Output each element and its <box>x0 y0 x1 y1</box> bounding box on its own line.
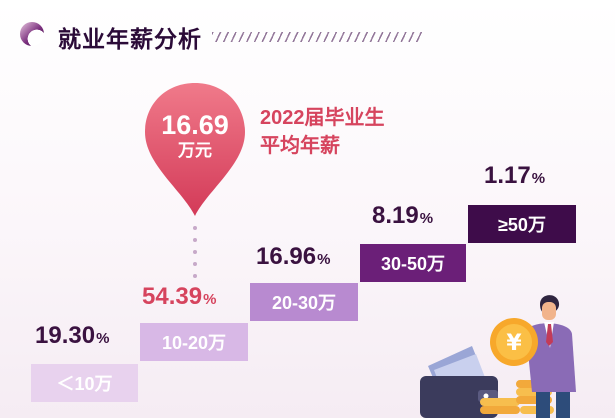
pin-connector-dots <box>192 226 198 282</box>
value-number: 54.39 <box>142 283 203 310</box>
value-label-2: 54.39% <box>142 283 216 311</box>
average-salary-caption: 2022届毕业生 平均年薪 <box>260 104 385 160</box>
bar-1: ＜10万 <box>31 364 138 402</box>
average-caption-line1: 2022届毕业生 <box>260 107 385 129</box>
percent-sign: % <box>203 291 217 308</box>
value-number: 1.17 <box>484 162 531 189</box>
value-label-3: 16.96% <box>256 243 330 271</box>
section-header: 就业年薪分析 <box>12 14 432 54</box>
businessman-icon <box>526 295 576 418</box>
yuan-coin-icon: ¥ <box>490 318 538 366</box>
value-number: 19.30 <box>35 322 96 349</box>
bar-5: ≥50万 <box>468 205 576 243</box>
bar-2: 10-20万 <box>140 323 248 361</box>
value-label-4: 8.19% <box>372 202 433 230</box>
percent-sign: % <box>317 251 331 268</box>
bar-3: 20-30万 <box>250 283 358 321</box>
average-salary-value: 16.69 <box>161 110 229 140</box>
bar-4: 30-50万 <box>360 244 466 282</box>
average-salary-readout: 16.69 万元 <box>142 110 248 162</box>
percent-sign: % <box>419 210 434 227</box>
page-title: 就业年薪分析 <box>58 26 202 52</box>
percent-sign: % <box>531 170 546 187</box>
category-label: 20-30万 <box>271 293 337 313</box>
category-label: 30-50万 <box>380 254 446 274</box>
businessman-coins-illustration: ¥ <box>420 295 576 418</box>
average-caption-line2: 平均年薪 <box>260 135 340 157</box>
hatch-divider <box>212 32 422 42</box>
category-label: 10-20万 <box>161 333 227 353</box>
average-salary-unit: 万元 <box>178 141 212 160</box>
wallet-icon <box>420 346 498 418</box>
map-pin-icon <box>145 83 245 216</box>
value-number: 16.96 <box>256 243 317 270</box>
percent-sign: % <box>96 330 110 347</box>
value-label-1: 19.30% <box>35 322 109 350</box>
category-label: ≥50万 <box>498 215 546 235</box>
value-number: 8.19 <box>372 202 419 229</box>
category-label: ＜10万 <box>56 374 113 394</box>
value-label-5: 1.17% <box>484 162 545 190</box>
gradient-circle-icon <box>20 22 44 46</box>
coin-symbol: ¥ <box>506 331 522 356</box>
